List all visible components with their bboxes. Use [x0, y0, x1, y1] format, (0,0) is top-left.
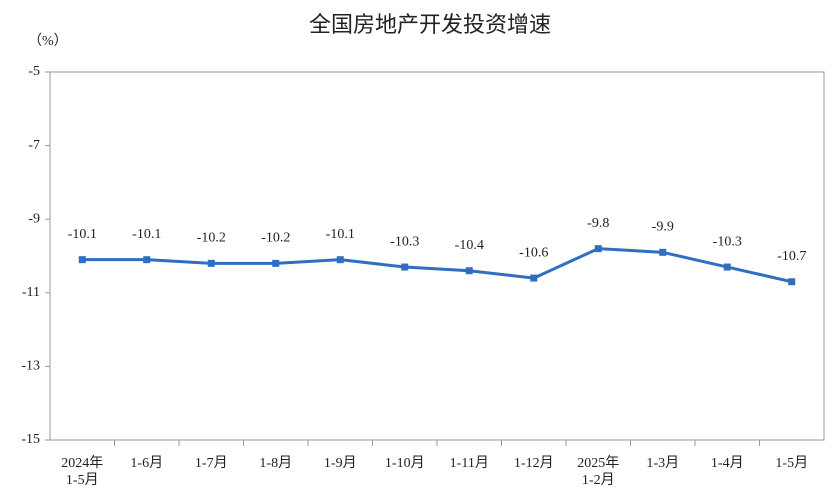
x-tick-label: 1-5月: [775, 455, 808, 471]
chart-title: 全国房地产开发投资增速: [309, 13, 551, 38]
plot-frame: [49, 71, 825, 441]
x-tick-label: 1-6月: [130, 455, 163, 471]
marker: [530, 274, 538, 282]
x-tick-label: 1-11月: [450, 455, 489, 471]
y-axis-label: （%）: [28, 33, 68, 49]
x-tick-label: 1-9月: [324, 455, 357, 471]
line: [82, 247, 793, 284]
x-tick-label: 1-3月: [646, 455, 679, 471]
x-tick-label: 1-12月: [514, 455, 554, 471]
data-label: -10.1: [68, 227, 97, 242]
data-label: -10.2: [261, 231, 290, 246]
data-label: -10.6: [519, 245, 548, 260]
marker: [272, 259, 280, 267]
x-tick-label: 1-8月: [259, 455, 292, 471]
x-tick-label: 1-4月: [711, 455, 744, 471]
marker: [788, 278, 796, 286]
data-label: -10.2: [197, 231, 226, 246]
y-tick-label: -5: [28, 64, 40, 79]
data-label: -10.4: [455, 238, 484, 253]
data-label: -10.3: [713, 234, 742, 249]
marker: [207, 259, 215, 267]
x-tick-label: 2025年 1-2月: [577, 455, 619, 488]
x-tick-label: 2024年 1-5月: [61, 455, 103, 488]
data-label: -10.1: [326, 227, 355, 242]
marker: [336, 256, 344, 264]
y-tick-label: -7: [28, 138, 40, 153]
y-tick-label: -11: [22, 285, 40, 300]
data-label: -10.1: [132, 227, 161, 242]
x-tick-label: 1-10月: [385, 455, 425, 471]
marker: [143, 256, 151, 264]
data-label: -10.3: [390, 234, 419, 249]
y-tick-label: -15: [21, 432, 40, 447]
marker: [465, 267, 473, 275]
y-tick-label: -13: [21, 359, 40, 374]
y-tick-label: -9: [28, 211, 40, 226]
marker: [723, 263, 731, 271]
marker: [78, 256, 86, 264]
marker: [659, 248, 667, 256]
marker: [401, 263, 409, 271]
data-label: -10.7: [777, 249, 806, 264]
data-label: -9.8: [587, 216, 609, 231]
data-label: -9.9: [652, 220, 674, 235]
marker: [594, 245, 602, 253]
x-tick-label: 1-7月: [195, 455, 228, 471]
